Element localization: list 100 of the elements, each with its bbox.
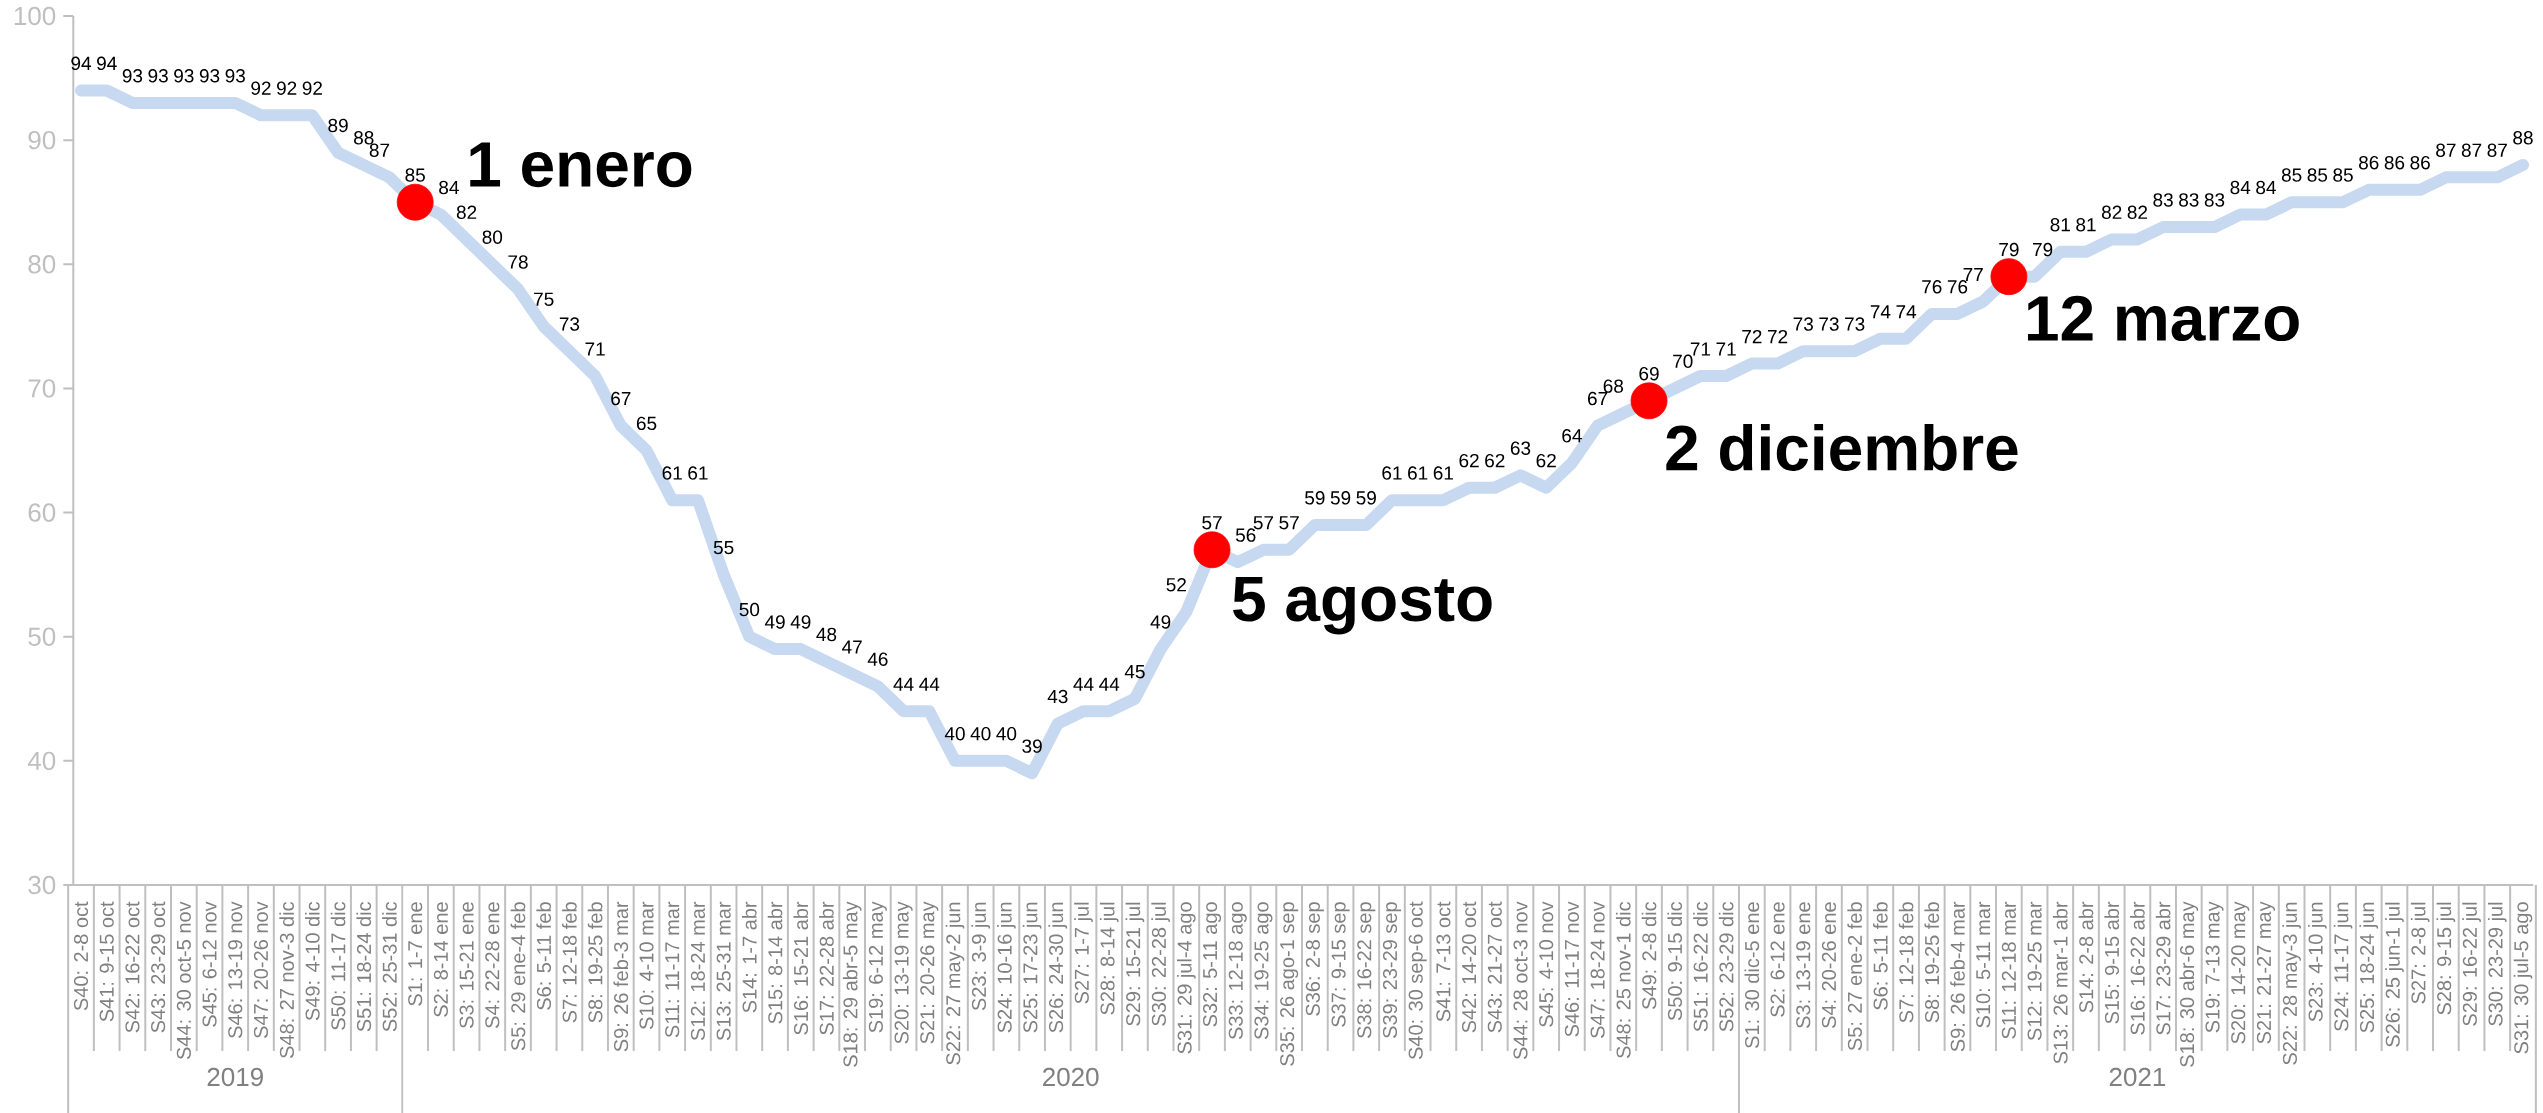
x-tick-label: S48: 27 nov-3 dic [279, 901, 294, 1058]
data-label: 73 [559, 317, 580, 331]
x-tick-label: S46: 11-17 nov [1564, 901, 1579, 1037]
x-tick-label: S43: 23-29 oct [151, 901, 166, 1033]
x-tick-label: S19: 6-12 may [868, 901, 887, 1033]
data-label: 52 [1166, 578, 1186, 592]
data-label: 46 [867, 652, 888, 666]
data-label: 64 [1562, 429, 1582, 443]
x-tick-label: S25: 17-23 jun [1022, 902, 1042, 1033]
data-label: 40 [970, 726, 991, 741]
data-label: 59 [1305, 491, 1325, 505]
x-tick-label: S5: 27 ene-2 feb [1847, 902, 1862, 1051]
data-label: 73 [1819, 317, 1839, 331]
data-label: 73 [1845, 317, 1865, 331]
data-label: 67 [611, 391, 631, 406]
x-tick-label: S27: 1-7 jul [1074, 902, 1093, 1004]
x-tick-label: S12: 19-25 mar [2027, 901, 2042, 1041]
data-label: 70 [1673, 354, 1693, 369]
x-tick-label: S4: 20-26 ene [1821, 902, 1837, 1028]
x-tick-label: S36: 2-8 sep [1305, 902, 1324, 1016]
data-label: 49 [1150, 615, 1171, 629]
x-tick-label: S18: 30 abr-6 may [2179, 901, 2199, 1067]
data-label: 88 [2513, 131, 2533, 145]
x-tick-label: S11: 11-17 mar [665, 901, 680, 1038]
x-tick-label: S52: 23-29 dic [1718, 901, 1734, 1032]
x-tick-label: S16: 16-22 abr [2130, 901, 2145, 1035]
data-label: 61 [688, 466, 708, 480]
data-label: 78 [508, 255, 528, 269]
data-label: 44 [919, 677, 940, 691]
y-tick-label: 90 [28, 130, 56, 150]
x-tick-label: S7: 12-18 feb [1898, 902, 1914, 1023]
data-label: 82 [2101, 205, 2122, 220]
x-tick-label: S20: 13-19 may [894, 901, 913, 1044]
x-tick-label: S25: 18-24 jun [2359, 902, 2379, 1033]
x-tick-label: S17: 23-29 abr [2155, 901, 2171, 1035]
annotation: 12 marzo [2027, 295, 2299, 342]
x-tick-label: S40: 2-8 oct [73, 901, 89, 1011]
data-label: 86 [2359, 155, 2379, 170]
x-tick-label: S18: 29 abr-5 may [842, 901, 862, 1067]
x-tick-label: S20: 14-20 may [2231, 901, 2250, 1044]
y-tick-label: 60 [28, 503, 56, 522]
x-tick-label: S28: 8-14 jul [1099, 902, 1119, 1015]
data-label: 40 [996, 726, 1017, 741]
data-label: 93 [122, 69, 143, 83]
x-tick-label: S3: 15-21 ene [459, 902, 474, 1028]
x-tick-label: S41: 7-13 oct [1436, 901, 1451, 1022]
x-tick-label: S24: 11-17 jun [2333, 902, 2353, 1031]
x-tick-label: S29: 15-21 jul [1125, 902, 1145, 1026]
x-tick-label: S13: 25-31 mar [716, 901, 731, 1041]
x-tick-label: S52: 25-31 dic [382, 901, 397, 1032]
x-tick-label: S31: 29 jul-4 ago [1177, 902, 1196, 1054]
data-label: 67 [1588, 391, 1608, 406]
x-tick-label: S8: 19-25 feb [1924, 902, 1940, 1023]
y-tick-label: 40 [27, 751, 56, 771]
data-label: 80 [482, 230, 503, 244]
x-tick-label: S15: 9-15 abr [2104, 901, 2120, 1024]
x-tick-label: S13: 26 mar-1 abr [2052, 901, 2068, 1064]
data-label: 93 [148, 69, 168, 83]
data-label: 93 [199, 69, 220, 83]
data-label: 85 [2307, 168, 2328, 182]
data-label: 49 [764, 615, 785, 629]
annotation: 2 diciembre [1666, 423, 2018, 471]
x-tick-label: S14: 1-7 abr [742, 901, 757, 1013]
data-label: 87 [2487, 143, 2507, 157]
text: 2019 [207, 1067, 263, 1087]
x-tick-label: S26: 25 jun-1 jul [2385, 902, 2404, 1047]
x-tick-label: S33: 12-18 ago [1228, 902, 1247, 1040]
data-label: 44 [1073, 677, 1094, 691]
x-tick-label: S23: 3-9 jun [971, 902, 990, 1011]
data-label: 59 [1330, 491, 1351, 505]
data-label: 61 [1408, 466, 1428, 480]
x-tick-label: S10: 5-11 mar [1976, 901, 1991, 1028]
data-label: 71 [585, 342, 605, 356]
x-tick-label: S30: 23-29 jul [2487, 902, 2507, 1026]
data-label: 73 [1793, 317, 1813, 331]
x-tick-label: S3: 13-19 ene [1796, 902, 1811, 1028]
data-label: 74 [1870, 305, 1891, 319]
x-tick-label: S6: 5-11 feb [1873, 902, 1888, 1010]
x-tick-label: S44: 28 oct-3 nov [1513, 901, 1528, 1060]
x-tick-label: S10: 4-10 mar [639, 901, 654, 1030]
x-tick-label: S15: 8-14 abr [767, 901, 783, 1024]
data-label: 44 [893, 677, 914, 691]
x-tick-label: S38: 16-22 sep [1357, 902, 1376, 1038]
data-label: 55 [713, 540, 734, 555]
x-tick-label: S5: 29 ene-4 feb [510, 902, 526, 1051]
data-label: 83 [2153, 193, 2173, 207]
data-label: 92 [276, 81, 297, 95]
y-tick-label: 50 [28, 627, 56, 646]
x-tick-label: S6: 5-11 feb [536, 902, 552, 1010]
x-tick-label: S47: 18-24 nov [1590, 901, 1605, 1038]
data-label: 50 [739, 602, 760, 617]
data-label: 44 [1099, 677, 1120, 691]
y-tick-label: 30 [28, 875, 56, 895]
data-label: 85 [2281, 168, 2302, 182]
x-tick-label: S50: 9-15 dic [1667, 901, 1683, 1021]
x-tick-label: S45: 4-10 nov [1539, 901, 1554, 1027]
data-label: 71 [1716, 342, 1736, 356]
x-tick-label: S16: 15-21 abr [793, 901, 809, 1035]
x-tick-label: S21: 21-27 may [2256, 901, 2275, 1044]
data-label: 88 [354, 131, 374, 145]
